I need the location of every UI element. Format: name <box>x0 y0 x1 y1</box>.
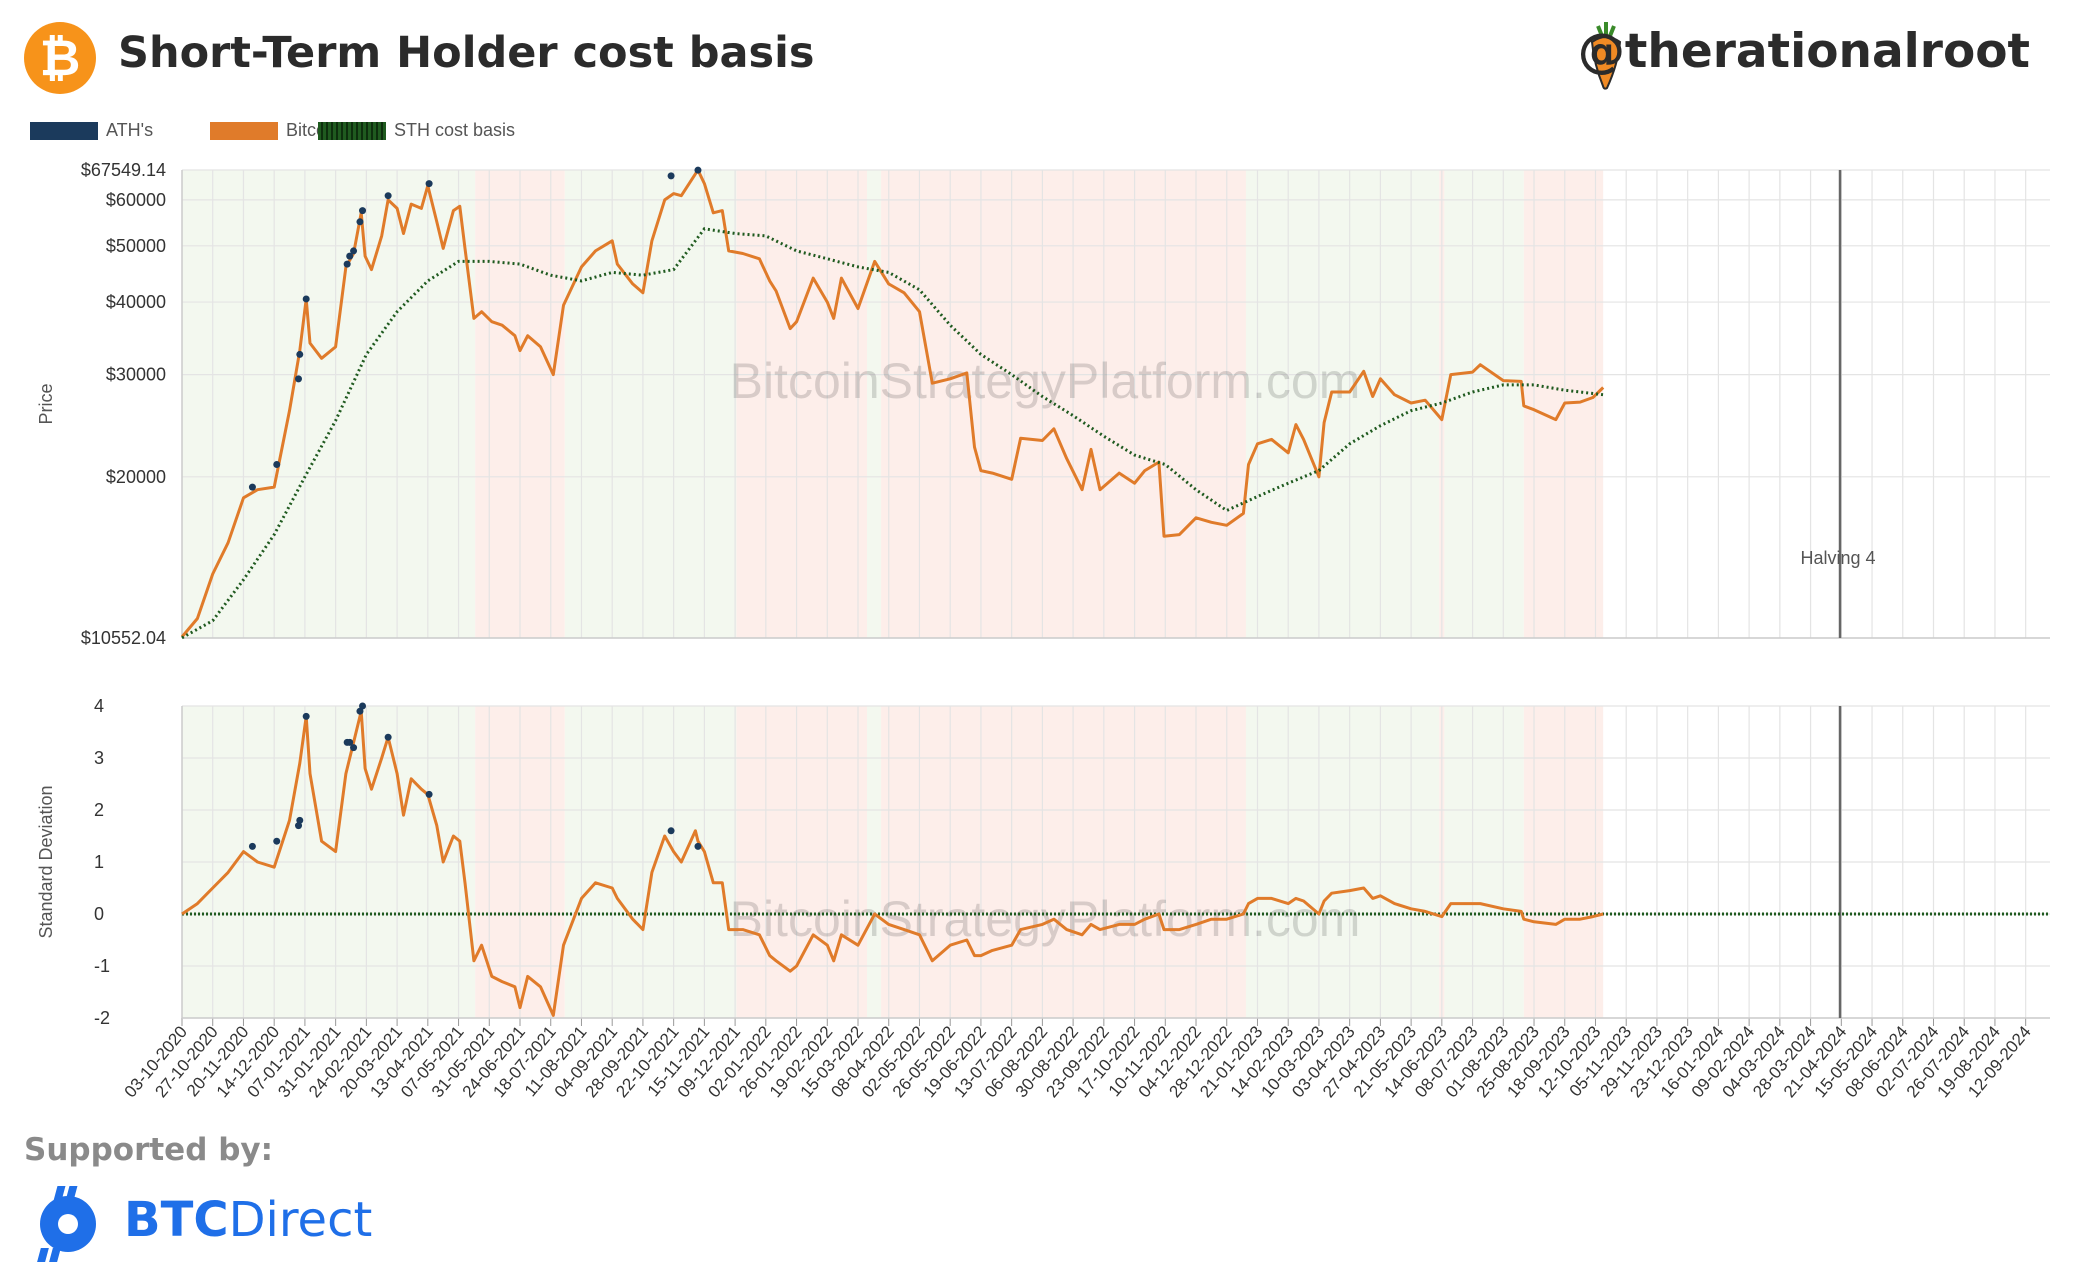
price-ath-point <box>384 192 392 200</box>
price-ath-point <box>356 218 364 226</box>
std-ath-point <box>273 837 281 845</box>
std-y-tick-label: 2 <box>94 800 104 820</box>
price-ath-point <box>346 252 354 260</box>
price-y-tick-label: $30000 <box>106 365 166 385</box>
std-y-tick-label: -2 <box>94 1008 110 1028</box>
std-ath-point <box>359 702 367 710</box>
price-series-sth <box>181 227 1604 640</box>
price-y-tick-label: $40000 <box>106 292 166 312</box>
std-ath-point <box>384 733 392 741</box>
legend-swatch-sth <box>318 122 386 141</box>
price-axis-title: Price <box>36 383 56 424</box>
legend-item-sth[interactable]: STH cost basis <box>318 116 515 144</box>
std-ath-point <box>667 827 675 835</box>
std-ath-point <box>350 744 358 752</box>
std-ath-point <box>694 842 702 850</box>
btcdirect-logo[interactable]: BTCDirect <box>30 1176 410 1266</box>
price-ath-point <box>296 350 304 358</box>
std-ath-point <box>296 816 304 824</box>
price-ath-point <box>343 260 351 268</box>
price-ath-point <box>667 172 675 180</box>
price-y-tick-label: $10552.04 <box>81 628 166 648</box>
price-zone-green <box>182 170 476 638</box>
std-y-tick-label: 1 <box>94 852 104 872</box>
std-ath-point <box>356 707 364 715</box>
price-y-tick-label: $20000 <box>106 467 166 487</box>
price-ath-point <box>273 461 281 469</box>
std-ath-point <box>346 738 354 746</box>
std-series-bitcoin <box>181 709 1604 1017</box>
price-y-tick-label: $67549.14 <box>81 160 166 180</box>
header: ₿ Short-Term Holder cost basis @theratio… <box>0 0 2080 110</box>
price-y-tick-label: $60000 <box>106 190 166 210</box>
std-ath-point <box>248 842 256 850</box>
std-ath-point <box>302 712 310 720</box>
std-axis-title: Standard Deviation <box>36 785 56 938</box>
price-ath-point <box>302 295 310 303</box>
btcdirect-bold: BTC <box>124 1192 229 1248</box>
price-ath-point <box>350 247 358 255</box>
std-y-tick-label: -1 <box>94 956 110 976</box>
price-zone-green <box>866 170 882 638</box>
btcdirect-light: Direct <box>228 1192 373 1248</box>
std-y-tick-label: 3 <box>94 748 104 768</box>
price-series-bitcoin <box>180 168 1605 638</box>
price-zone-green <box>1245 170 1440 638</box>
halving-label: Halving 4 <box>1801 548 1876 568</box>
price-ath-point <box>359 207 367 215</box>
std-ath-point <box>425 790 433 798</box>
btcdirect-icon <box>37 1186 96 1262</box>
page-title: Short-Term Holder cost basis <box>118 28 815 78</box>
legend-label-sth: STH cost basis <box>394 120 516 140</box>
watermark-price: BitcoinStrategyPlatform.com <box>730 353 1361 409</box>
price-ath-point <box>425 180 433 188</box>
price-ath-point <box>694 166 702 174</box>
price-ath-point <box>248 483 256 491</box>
author-handle[interactable]: @therationalroot <box>1577 24 2030 79</box>
price-zone-red <box>881 170 1246 638</box>
legend-item-ath[interactable]: ATH's <box>30 116 153 144</box>
btcdirect-wordmark: BTCDirect <box>124 1192 372 1248</box>
price-ath-point <box>295 375 303 383</box>
std-y-tick-label: 0 <box>94 904 104 924</box>
price-y-tick-label: $50000 <box>106 236 166 256</box>
legend-swatch-ath <box>30 122 98 141</box>
legend-label-ath: ATH's <box>106 120 154 140</box>
carrot-icon <box>1590 22 1622 90</box>
bitcoin-logo-icon: ₿ <box>24 22 96 94</box>
price-zone-green <box>1444 170 1524 638</box>
price-zone-red <box>736 170 867 638</box>
legend-swatch-bitcoin <box>210 122 278 141</box>
supported-by-label: Supported by: <box>24 1132 273 1168</box>
std-y-tick-label: 4 <box>94 696 104 716</box>
